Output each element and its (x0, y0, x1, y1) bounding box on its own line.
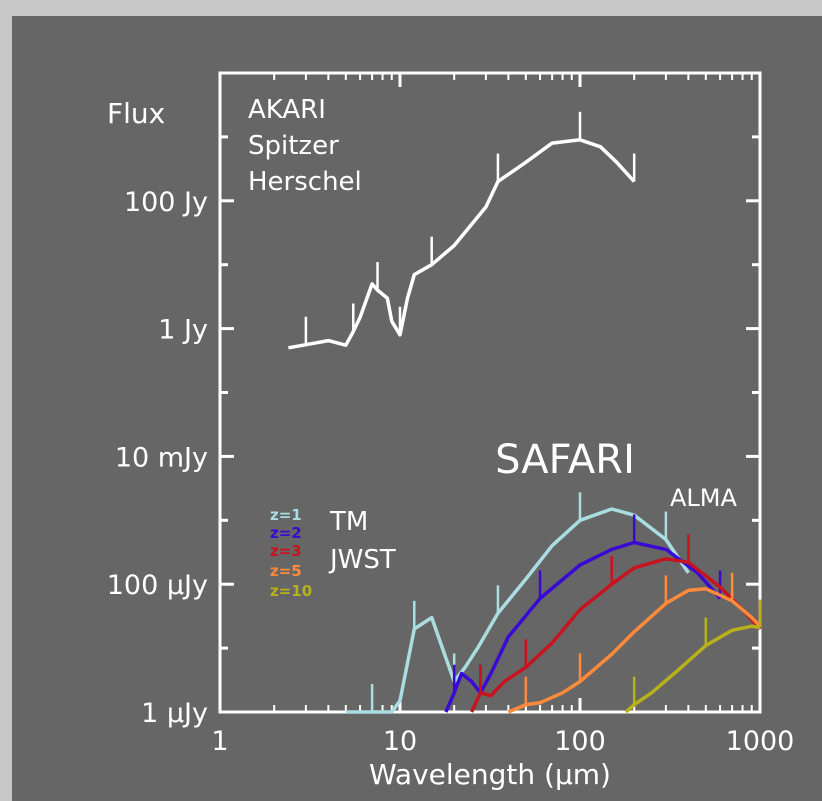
annotation-akari: AKARI (248, 95, 326, 125)
annotation-spitzer: Spitzer (248, 131, 339, 161)
chart-panel (12, 16, 822, 801)
y-tick-label: 10 mJy (115, 442, 208, 473)
x-tick-label: 1000 (726, 726, 795, 757)
legend-entry: z=3 (270, 542, 302, 560)
legend-entry: z=1 (270, 506, 302, 524)
annotation-safari: SAFARI (495, 437, 635, 483)
annotation-jwst: JWST (328, 545, 396, 575)
legend-entry: z=2 (270, 524, 302, 542)
series-z10-line (624, 624, 761, 714)
y-tick-label: 1 Jy (158, 315, 208, 346)
legend-entry: z=5 (270, 562, 302, 580)
series-z5-line (507, 586, 762, 714)
annotation-alma: ALMA (670, 484, 737, 512)
y-tick-label: 1 μJy (141, 698, 208, 729)
x-tick-label: 10 (383, 726, 417, 757)
annotation-herschel: Herschel (248, 167, 362, 197)
y-axis-title: Flux (107, 97, 165, 130)
y-tick-label: 100 Jy (124, 187, 208, 218)
legend-entry: z=10 (270, 582, 312, 600)
labels-group: 1 10 100 1000 1 μJy 100 μJy 10 mJy 1 Jy 100 Jy Wa… (107, 95, 795, 791)
y-tick-label: 100 μJy (107, 570, 208, 601)
series-z3-line (470, 557, 762, 713)
series-z2-line (444, 540, 722, 713)
x-tick-label: 100 (554, 726, 606, 757)
x-tick-label: 1 (211, 726, 228, 757)
series-white-line (288, 138, 636, 350)
annotation-tm: TM (329, 507, 368, 537)
x-axis-title: Wavelength (μm) (369, 758, 611, 791)
series-z1-line (345, 507, 690, 714)
series-group (288, 111, 762, 714)
